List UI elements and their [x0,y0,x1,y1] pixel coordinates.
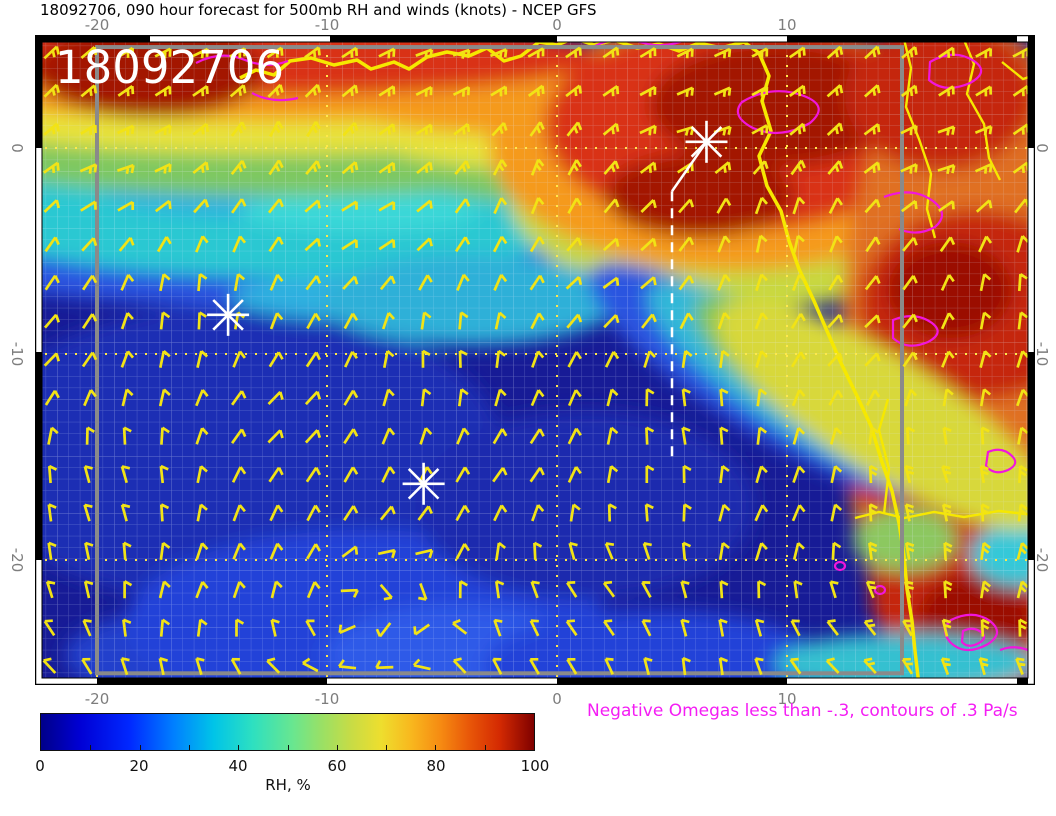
colorbar-minor-tick [484,745,486,750]
omega-contour [873,584,887,596]
colorbar-minor-tick [386,745,388,750]
y-tick-label: -20 [1033,547,1051,573]
map-stamp: 18092706 [55,41,284,94]
colorbar-tick-label: 100 [520,757,550,775]
omega-annotation: Negative Omegas less than -.3, contours … [587,701,1018,721]
colorbar-minor-tick [435,745,437,750]
colorbar-tick-label: 80 [426,757,446,775]
colorbar-label: RH, % [265,776,311,794]
colorbar-minor-tick [336,745,338,750]
colorbar-tick-label: 40 [228,757,248,775]
y-tick-label: 0 [1033,143,1051,153]
omega-contour [251,92,299,102]
y-tick-label: 0 [8,143,26,153]
y-tick-label: -10 [1033,341,1051,367]
x-tick-label: 0 [552,690,562,708]
x-tick-label: -20 [84,16,110,34]
omega-contour [984,448,1017,474]
colorbar-minor-tick [238,745,240,750]
track-line [670,141,708,192]
border-line [877,398,891,515]
y-tick-label: -20 [8,547,26,573]
asterisk-marker [685,120,728,163]
x-tick-label: 10 [777,16,797,34]
colorbar [40,713,535,751]
map-neatline [35,35,1035,685]
asterisk-marker [207,293,250,336]
colorbar-tick-label: 60 [327,757,347,775]
colorbar-minor-tick [287,745,289,750]
x-tick-label: -10 [314,16,340,34]
coastline [239,36,921,685]
border-line [901,35,937,239]
asterisk-marker [402,462,445,505]
markers-layer [207,120,728,505]
omega-contour [883,191,944,234]
map-canvas: 18092706 [35,35,1035,685]
x-tick-label: -10 [314,690,340,708]
x-tick-label: 10 [777,690,797,708]
wind-barbs [42,45,1030,676]
colorbar-tick-label: 20 [129,757,149,775]
omega-contour [960,627,986,647]
omega-contour [736,90,820,135]
colorbar-minor-tick [188,745,190,750]
border-line [854,509,1035,520]
chart-title: 18092706, 090 hour forecast for 500mb RH… [40,1,597,19]
colorbar-minor-tick [90,745,92,750]
omega-contour [833,560,847,572]
y-tick-label: -10 [8,341,26,367]
omega-contours [195,35,1035,655]
omega-contour [195,54,289,66]
colorbar-tick-label: 0 [35,757,45,775]
colorbar-minor-tick [139,745,141,750]
omega-contour [999,646,1035,655]
x-tick-label: 0 [552,16,562,34]
coastline-layer [239,35,1035,685]
x-tick-label: -20 [84,690,110,708]
